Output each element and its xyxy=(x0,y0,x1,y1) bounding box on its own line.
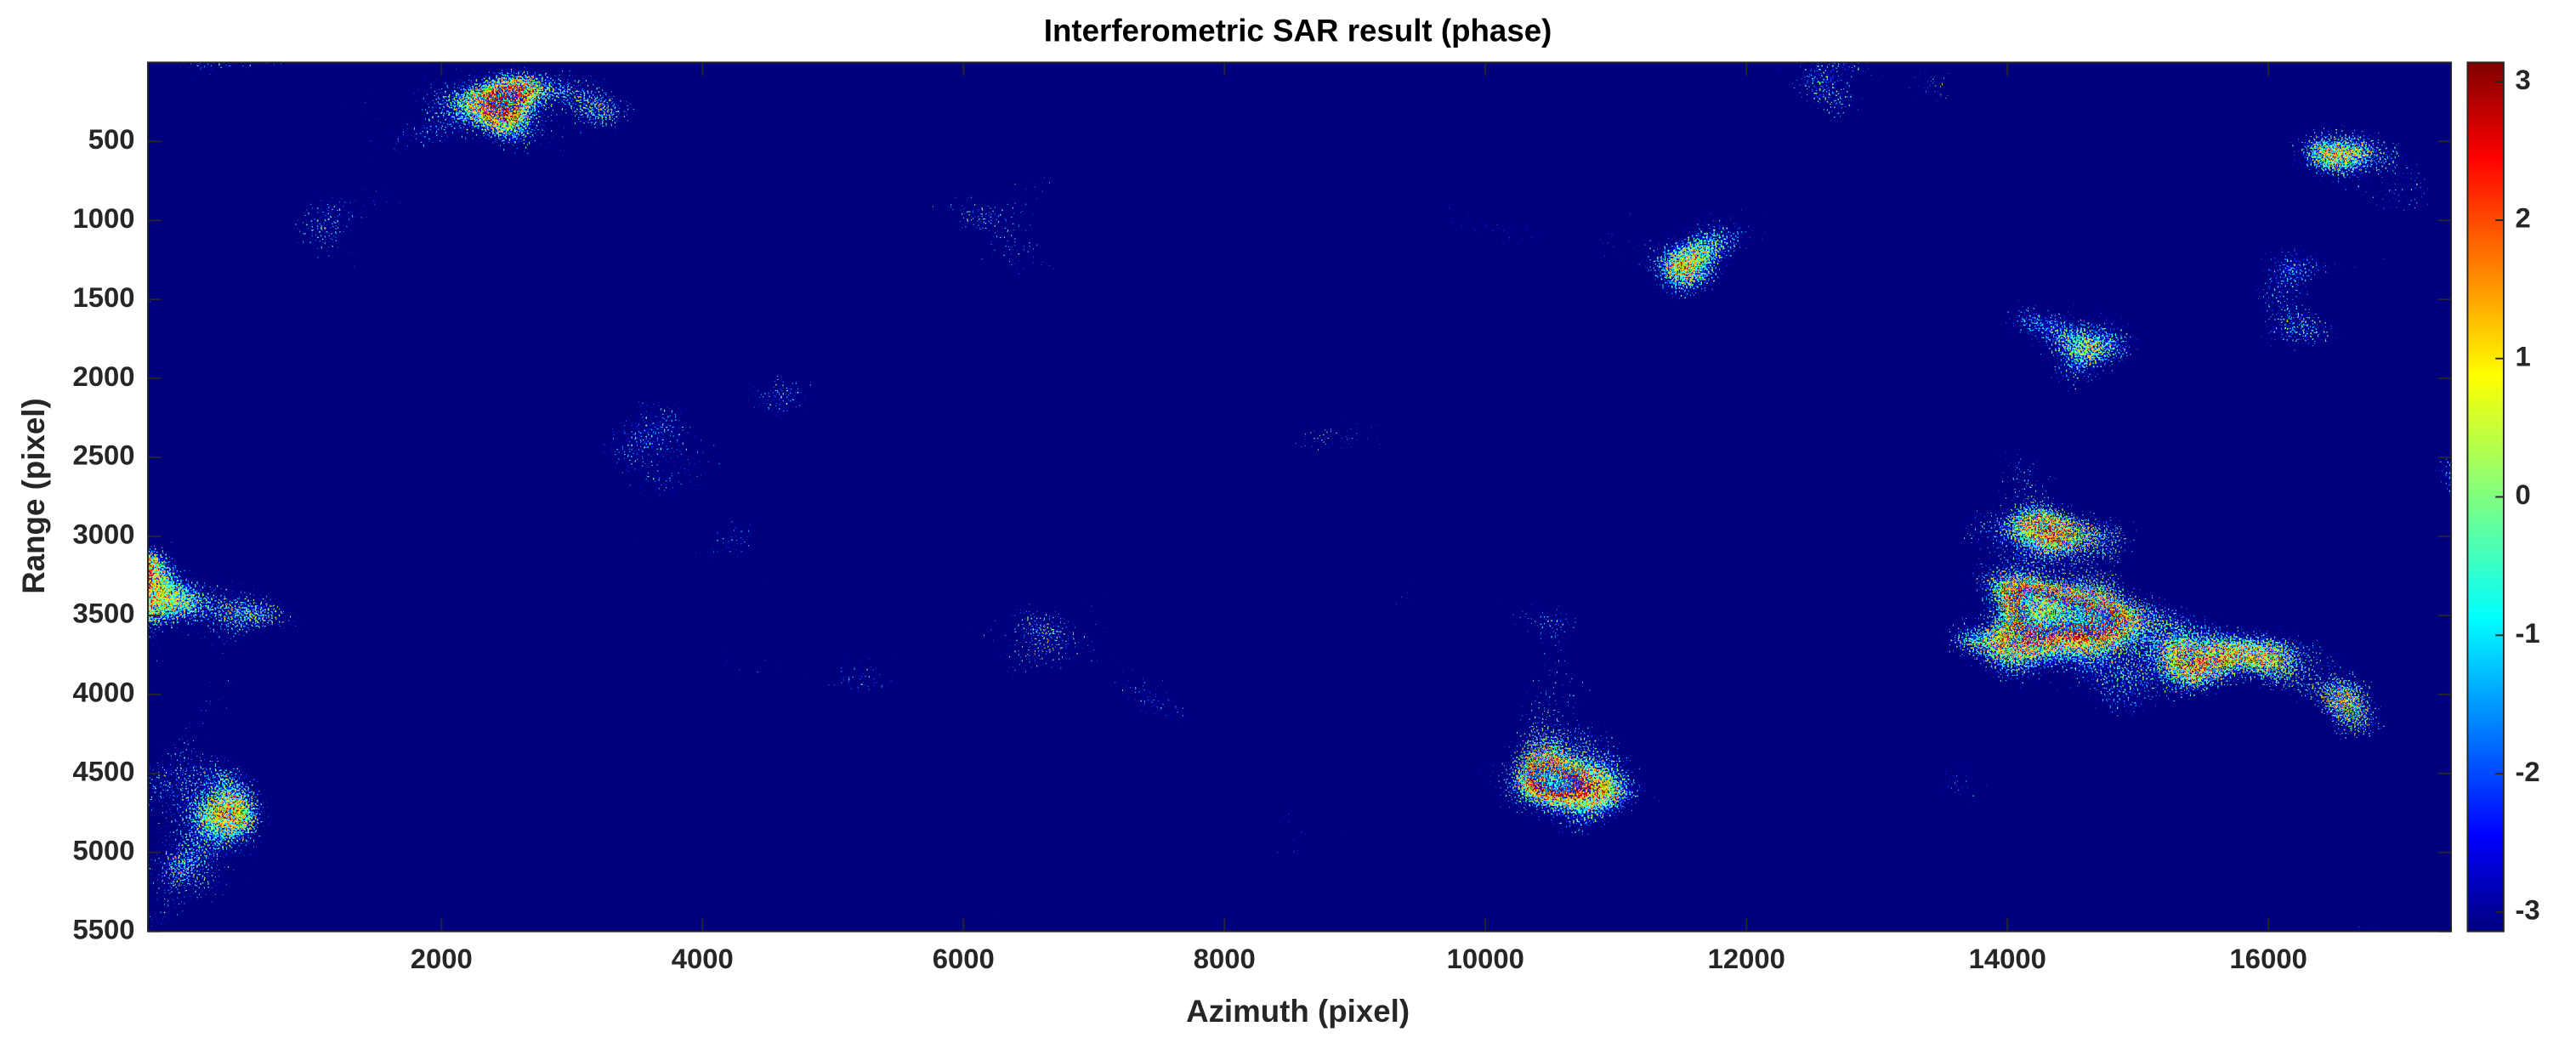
x-tick-label: 2000 xyxy=(411,943,473,974)
colorbar-tick-label: -1 xyxy=(2515,617,2539,649)
phase-image xyxy=(147,62,2452,932)
y-tick-label: 3000 xyxy=(72,519,134,550)
y-axis-label: Range (pixel) xyxy=(16,398,51,593)
x-tick-label: 6000 xyxy=(933,943,995,974)
x-tick-label: 10000 xyxy=(1447,943,1524,974)
y-tick-label: 5000 xyxy=(72,834,134,865)
y-tick-label: 2500 xyxy=(72,439,134,471)
x-axis-label: Azimuth (pixel) xyxy=(1186,994,1410,1029)
x-tick-label: 4000 xyxy=(672,943,734,974)
x-tick-label: 12000 xyxy=(1708,943,1785,974)
y-tick-label: 5500 xyxy=(72,913,134,944)
x-tick-label: 8000 xyxy=(1194,943,1256,974)
y-tick-label: 1500 xyxy=(72,281,134,313)
y-tick-label: 4000 xyxy=(72,677,134,708)
y-tick-label: 4500 xyxy=(72,755,134,786)
colorbar-tick-label: 2 xyxy=(2515,202,2530,234)
colorbar-tick-label: 0 xyxy=(2515,479,2530,510)
colorbar-tick-label: 3 xyxy=(2515,64,2530,95)
chart-title: Interferometric SAR result (phase) xyxy=(1044,13,1552,48)
y-tick-label: 1000 xyxy=(72,202,134,234)
x-tick-label: 14000 xyxy=(1969,943,2046,974)
axes-box xyxy=(146,61,2453,933)
y-tick-label: 3500 xyxy=(72,598,134,629)
colorbar-tick-label: -3 xyxy=(2515,894,2539,926)
x-tick-label: 16000 xyxy=(2230,943,2307,974)
colorbar-tick-label: -2 xyxy=(2515,756,2539,787)
y-tick-label: 500 xyxy=(88,123,135,155)
colorbar-tick-label: 1 xyxy=(2515,340,2530,371)
y-tick-label: 2000 xyxy=(72,360,134,392)
